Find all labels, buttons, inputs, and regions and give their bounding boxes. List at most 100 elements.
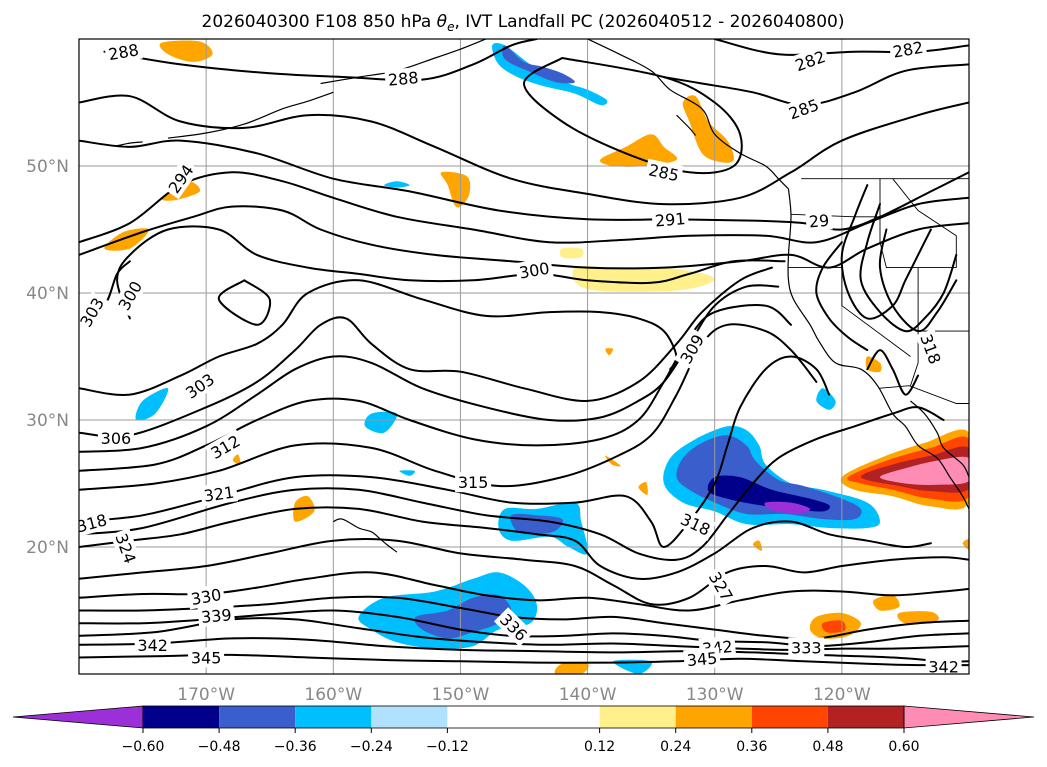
shading-blob-bigblue-purple	[764, 501, 811, 515]
shading-blob-bottom-orange	[554, 662, 589, 674]
colorbar-bin	[827, 706, 904, 728]
coastline-layer	[116, 39, 969, 553]
contour-c336	[79, 609, 969, 648]
shading-blob-pink-region-pink	[880, 456, 969, 485]
contour-label-group: 336	[494, 607, 534, 647]
contour-label-group: 345	[188, 647, 225, 668]
colorbar-tick-label: 0.36	[736, 739, 767, 755]
contour-label: 315	[458, 473, 489, 492]
shading-blob-bc-orange	[682, 95, 734, 163]
shading-blob-west-blue	[135, 387, 169, 421]
title-theta: θ	[437, 12, 448, 32]
shading-blob-hawaii-blue	[364, 411, 398, 434]
contour-label-knockout	[197, 604, 236, 628]
contour-c339	[79, 617, 969, 651]
coastline-wa-or-ca-coast	[787, 188, 969, 510]
x-tick-label: 160°W	[304, 685, 362, 705]
colorbar-bin	[751, 706, 828, 728]
contour-c285b	[523, 57, 743, 175]
contour-label-group: 306	[97, 427, 134, 448]
contour-label-knockout	[703, 565, 739, 607]
contour-label-knockout	[204, 429, 246, 465]
contour-label-knockout	[112, 274, 148, 317]
coastline-hawaii	[333, 518, 398, 553]
contour-label-knockout	[683, 647, 721, 671]
contour-c345	[79, 653, 969, 667]
contour-label-knockout	[79, 291, 110, 333]
contour-c324	[79, 506, 932, 580]
contour-label: 345	[686, 649, 718, 671]
colorbar-bin	[675, 706, 752, 728]
colorbar-extend-max	[903, 705, 1035, 729]
contour-c-low2	[866, 349, 920, 396]
colorbar-bin	[599, 706, 676, 728]
shading-blob-41n-yellow	[559, 247, 584, 259]
contour-label: 282	[891, 38, 924, 62]
contour-c321	[79, 406, 945, 561]
contour-label-knockout	[179, 367, 221, 405]
contour-label: 342	[137, 636, 168, 655]
contour-label-group: 321	[199, 481, 239, 507]
contour-label-knockout	[162, 158, 200, 200]
title-prefix: 2026040300 F108 850 hPa	[202, 12, 437, 32]
contour-label-knockout	[104, 39, 143, 65]
contour-label-knockout	[110, 527, 142, 569]
contour-label-knockout	[188, 647, 225, 668]
contour-label-knockout	[675, 507, 717, 541]
shading-blob-tiny-orange5	[752, 540, 763, 551]
shading-blob-tiny-orange3	[232, 454, 241, 465]
contour-label-group: 288	[384, 66, 423, 90]
shading-layer	[104, 40, 969, 674]
contour-label-knockout	[788, 637, 825, 658]
contour-label: 333	[791, 638, 822, 657]
contour-c-low1	[815, 241, 869, 352]
colorbar-tick-label: −0.36	[274, 739, 317, 755]
contour-label-group: 288	[104, 39, 143, 65]
contour-label-group: 294	[162, 158, 200, 200]
colorbar-bin	[447, 706, 600, 728]
map-background	[79, 39, 969, 674]
contour-label-knockout	[97, 427, 134, 448]
x-tick-label: 140°W	[559, 685, 617, 705]
contour-c-coastal3	[878, 228, 958, 333]
contour-label-group: 303	[179, 367, 221, 405]
shading-blob-sw-red	[821, 620, 846, 633]
contour-label-knockout	[455, 472, 492, 493]
contour-label-group: 29	[805, 209, 833, 232]
shading-blob-tiny-orange2	[605, 455, 621, 467]
colorbar-tick-label: 0.24	[660, 739, 691, 755]
contour-label-group: 339	[197, 604, 236, 628]
colorbar-extend-min	[12, 705, 144, 729]
contour-label-knockout	[644, 158, 684, 186]
x-tick-label: 170°W	[177, 685, 235, 705]
colorbar-bin	[219, 706, 296, 728]
colorbar-frame	[142, 705, 905, 729]
map-frame	[78, 38, 970, 675]
contour-c315	[79, 323, 818, 491]
contour-label-group: 291	[651, 207, 690, 231]
colorbar-bin	[295, 706, 372, 728]
y-tick-label: 30°N	[26, 411, 69, 431]
contour-label: 288	[387, 68, 419, 90]
contour-label-knockout	[915, 328, 947, 370]
axis-tick-layer: 170°W 160°W 150°W 140°W 130°W 120°W 20°N 30°N 40…	[26, 157, 871, 705]
coastline-baja-gulf	[910, 400, 969, 478]
x-tick-label: 120°W	[813, 685, 871, 705]
colorbar-bin	[371, 706, 448, 728]
chart-title: 2026040300 F108 850 hPa θe, IVT Landfall…	[202, 12, 845, 34]
y-tick-label: 20°N	[26, 538, 69, 558]
contour-label-group: 330	[186, 583, 226, 610]
border-idaho-east	[879, 178, 957, 269]
contour-label-knockout	[514, 257, 554, 284]
shading-blob-tiny-orange4	[638, 481, 648, 495]
contour-label-group: 342	[134, 634, 171, 655]
contour-label-knockout	[651, 207, 690, 231]
border-us-mexico	[878, 385, 969, 404]
colorbar-tick-label: 0.12	[584, 739, 615, 755]
contour-c342	[79, 637, 969, 663]
colorbar-bin	[143, 706, 220, 728]
colorbar-tick-label: 0.60	[888, 739, 919, 755]
contour-label-group: 282	[888, 38, 928, 63]
contour-label-knockout	[199, 481, 239, 507]
colorbar-tick-label: −0.12	[426, 739, 469, 755]
